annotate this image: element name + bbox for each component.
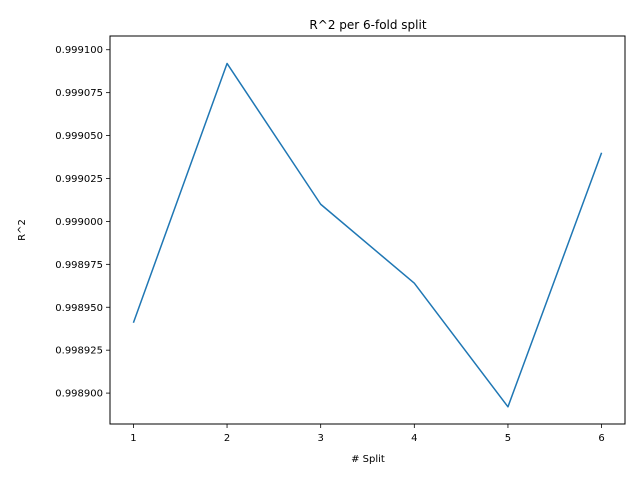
y-tick-label: 0.999050 <box>55 131 103 142</box>
x-tick-label: 3 <box>317 433 323 444</box>
y-tick-label: 0.999100 <box>55 45 103 56</box>
x-axis-label: # Split <box>351 454 385 465</box>
x-tick-label: 2 <box>224 433 230 444</box>
y-tick-label: 0.998900 <box>55 389 103 400</box>
y-tick-label: 0.999075 <box>55 88 103 99</box>
y-axis: 0.998900 0.998925 0.998950 0.998975 0.999000… <box>55 45 110 400</box>
x-tick-label: 5 <box>505 433 511 444</box>
x-tick-label: 4 <box>411 433 417 444</box>
y-axis-label: R^2 <box>17 219 28 241</box>
chart-title: R^2 per 6-fold split <box>309 18 426 32</box>
series-line-0 <box>132 62 603 408</box>
y-tick-label: 0.999000 <box>55 217 103 228</box>
x-axis: 1 2 3 4 5 6 <box>130 424 605 444</box>
x-tick-label: 1 <box>130 433 136 444</box>
y-tick-label: 0.998975 <box>55 260 103 271</box>
series-layer <box>132 62 603 408</box>
y-tick-label: 0.998925 <box>55 346 103 357</box>
x-tick-label: 6 <box>598 433 604 444</box>
plot-frame <box>109 35 626 425</box>
y-tick-label: 0.999025 <box>55 174 103 185</box>
y-tick-label: 0.998950 <box>55 303 103 314</box>
